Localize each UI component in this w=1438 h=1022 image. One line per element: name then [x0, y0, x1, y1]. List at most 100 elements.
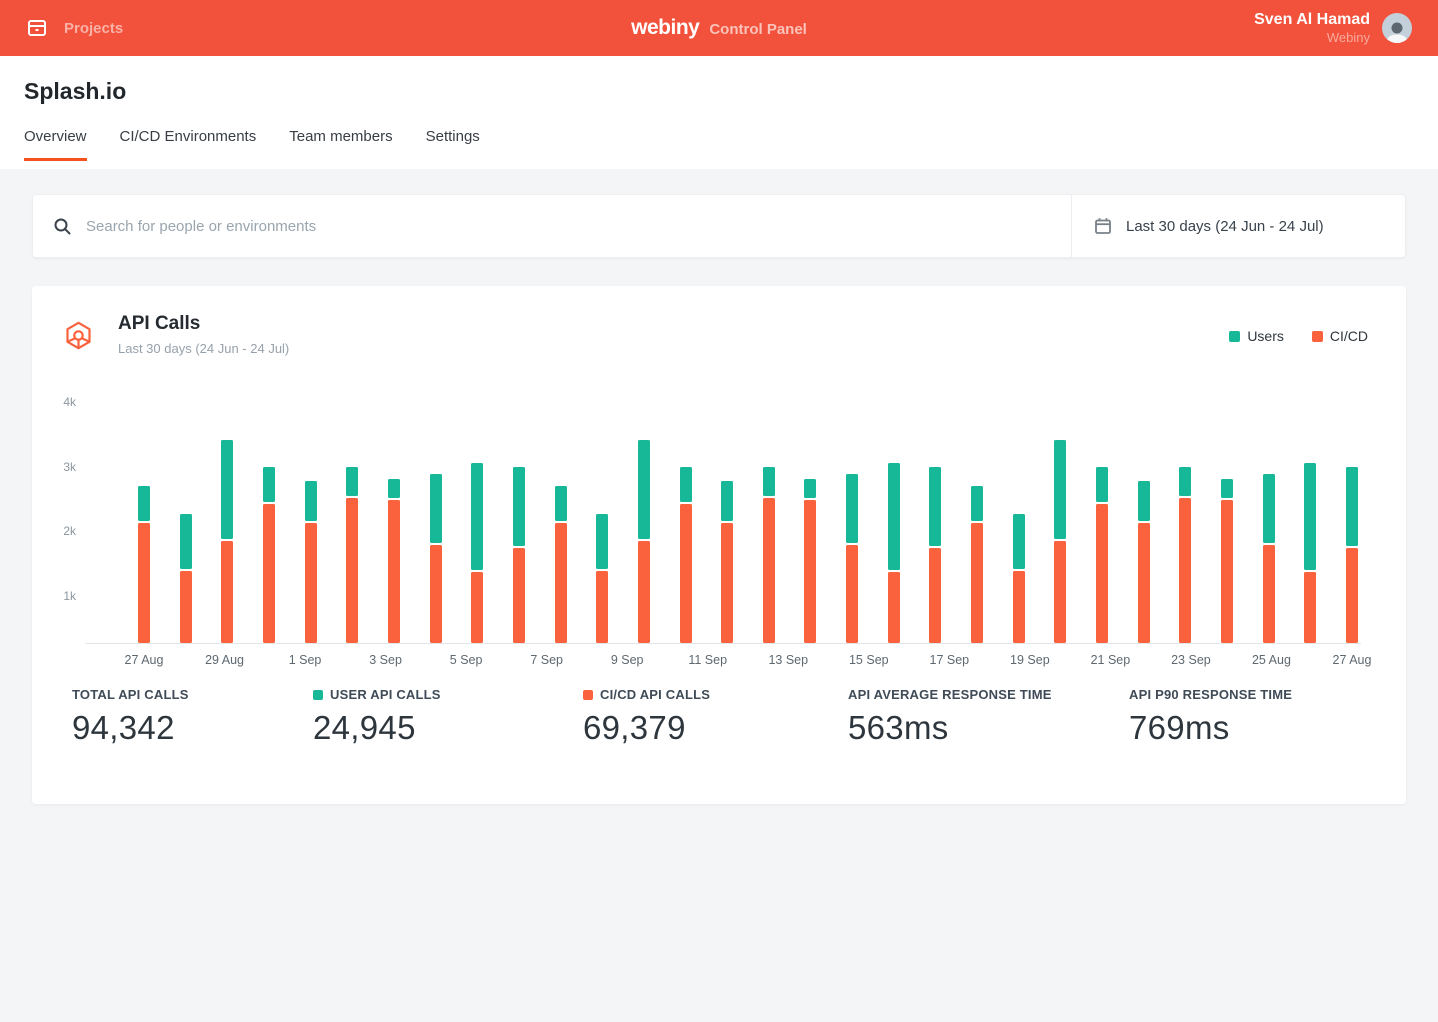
bar-segment-cicd	[1012, 570, 1025, 643]
x-axis-label: 27 Aug	[124, 653, 164, 667]
content: Last 30 days (24 Jun - 24 Jul) API Calls…	[0, 169, 1438, 1022]
chart-bar[interactable]	[554, 486, 567, 643]
bar-segment-users	[221, 440, 234, 539]
chart-bar[interactable]	[262, 467, 275, 643]
chart-bar[interactable]	[429, 474, 442, 643]
bar-segment-users	[1096, 467, 1109, 503]
chart-bar[interactable]	[1054, 440, 1067, 643]
chart-bar[interactable]	[304, 481, 317, 643]
tab-team-members[interactable]: Team members	[289, 128, 393, 145]
chart-bar[interactable]	[887, 463, 900, 643]
bar-segment-users	[1179, 467, 1192, 497]
chart-legend: Users CI/CD	[1229, 328, 1368, 344]
date-range-picker[interactable]: Last 30 days (24 Jun - 24 Jul)	[1071, 195, 1405, 257]
bar-chart-plot: 1k 2k 3k 4k	[63, 394, 1361, 644]
bar-segment-users	[304, 481, 317, 521]
bar-segment-cicd	[429, 544, 442, 643]
y-axis-tick: 2k	[63, 524, 76, 539]
chart-bar[interactable]	[1137, 481, 1150, 643]
bar-segment-cicd	[179, 570, 192, 643]
chart-bar[interactable]	[512, 467, 525, 643]
legend-item-ci-cd[interactable]: CI/CD	[1311, 328, 1368, 344]
chart-bar[interactable]	[721, 481, 734, 643]
stat-label: CI/CD API CALLS	[600, 687, 711, 702]
stat-label: API P90 RESPONSE TIME	[1129, 687, 1293, 702]
chart-bar[interactable]	[1346, 467, 1358, 643]
bar-segment-cicd	[1346, 547, 1358, 643]
x-axis-label: 5 Sep	[449, 653, 483, 667]
search-icon	[53, 217, 72, 236]
chart-bar[interactable]	[1012, 513, 1025, 643]
legend-swatch	[1229, 330, 1241, 342]
bar-segment-cicd	[1262, 544, 1275, 643]
chart-bar[interactable]	[679, 467, 692, 643]
y-axis-tick: 1k	[63, 589, 76, 603]
stat-label: API AVERAGE RESPONSE TIME	[848, 687, 1052, 702]
chart-bar[interactable]	[179, 513, 192, 643]
chart-bar[interactable]	[1221, 478, 1234, 643]
stat-label: TOTAL API CALLS	[72, 687, 189, 702]
chart-bar[interactable]	[221, 440, 234, 643]
x-axis-label: 11 Sep	[688, 653, 728, 667]
nav-projects[interactable]: Projects	[64, 19, 124, 37]
chart-subtitle: Last 30 days (24 Jun - 24 Jul)	[118, 341, 290, 356]
bar-segment-users	[138, 486, 150, 521]
x-axis-label: 23 Sep	[1171, 653, 1211, 667]
chart-bar[interactable]	[1262, 474, 1275, 643]
bar-segment-cicd	[471, 572, 484, 643]
chart-bar[interactable]	[1304, 463, 1317, 643]
user-menu[interactable]: Sven Al Hamad Webiny	[1254, 10, 1412, 46]
chart-bar[interactable]	[762, 467, 775, 643]
search-input[interactable]	[86, 217, 1051, 235]
chart-title: API Calls	[118, 313, 201, 334]
tab-settings[interactable]: Settings	[425, 128, 480, 145]
title-block: Splash.io Overview CI/CD Environments Team…	[0, 56, 1438, 169]
bar-segment-cicd	[596, 570, 609, 643]
avatar[interactable]	[1382, 13, 1412, 43]
chart-bar[interactable]	[596, 513, 609, 643]
projects-folder-icon[interactable]	[26, 17, 48, 39]
legend-item-users[interactable]: Users	[1229, 328, 1284, 344]
chart-bar[interactable]	[846, 474, 859, 643]
chart-bar[interactable]	[804, 478, 817, 643]
bar-segment-users	[1054, 440, 1067, 539]
x-axis-label: 17 Sep	[929, 653, 970, 667]
bar-segment-cicd	[1179, 498, 1192, 643]
bar-segment-users	[471, 463, 484, 571]
chart-bar[interactable]	[471, 463, 484, 643]
bar-segment-cicd	[346, 498, 359, 643]
x-axis-label: 25 Aug	[1251, 653, 1291, 667]
page-title: Splash.io	[24, 78, 127, 104]
chart-bar[interactable]	[929, 467, 942, 643]
bar-segment-cicd	[846, 544, 859, 643]
bar-segment-cicd	[804, 500, 817, 643]
stat-value: 769ms	[1129, 709, 1230, 746]
tab-overview[interactable]: Overview	[24, 128, 87, 161]
stat-value: 69,379	[583, 709, 686, 746]
chart-bar[interactable]	[346, 467, 359, 643]
tab-ci-cd-environments[interactable]: CI/CD Environments	[119, 128, 257, 145]
chart-bar[interactable]	[637, 440, 650, 643]
calendar-icon	[1094, 217, 1112, 235]
chart-bar[interactable]	[387, 478, 400, 643]
x-axis-label: 21 Sep	[1090, 653, 1131, 667]
bar-segment-cicd	[221, 541, 234, 643]
bar-segment-cicd	[138, 522, 150, 643]
x-axis-label: 19 Sep	[1010, 653, 1050, 667]
y-axis-tick: 4k	[63, 394, 76, 409]
api-calls-card: API Calls Last 30 days (24 Jun - 24 Jul)…	[32, 286, 1406, 804]
x-axis-label: 3 Sep	[369, 653, 402, 667]
stat-ci-cd-api-calls: CI/CD API CALLS 69,379	[583, 687, 710, 747]
stat-color-dot	[583, 689, 593, 700]
chart-bar[interactable]	[138, 486, 150, 643]
stat-api-p90-response-time: API P90 RESPONSE TIME 769ms	[1129, 687, 1292, 747]
x-axis-label: 7 Sep	[530, 653, 563, 667]
bar-segment-users	[679, 467, 692, 503]
bar-segment-cicd	[929, 547, 942, 643]
bar-segment-users	[596, 513, 609, 569]
chart-bar[interactable]	[1179, 467, 1192, 643]
chart-bar[interactable]	[1096, 467, 1109, 643]
toolbar: Last 30 days (24 Jun - 24 Jul)	[32, 194, 1406, 258]
chart-bar[interactable]	[971, 486, 984, 643]
bar-segment-users	[554, 486, 567, 521]
